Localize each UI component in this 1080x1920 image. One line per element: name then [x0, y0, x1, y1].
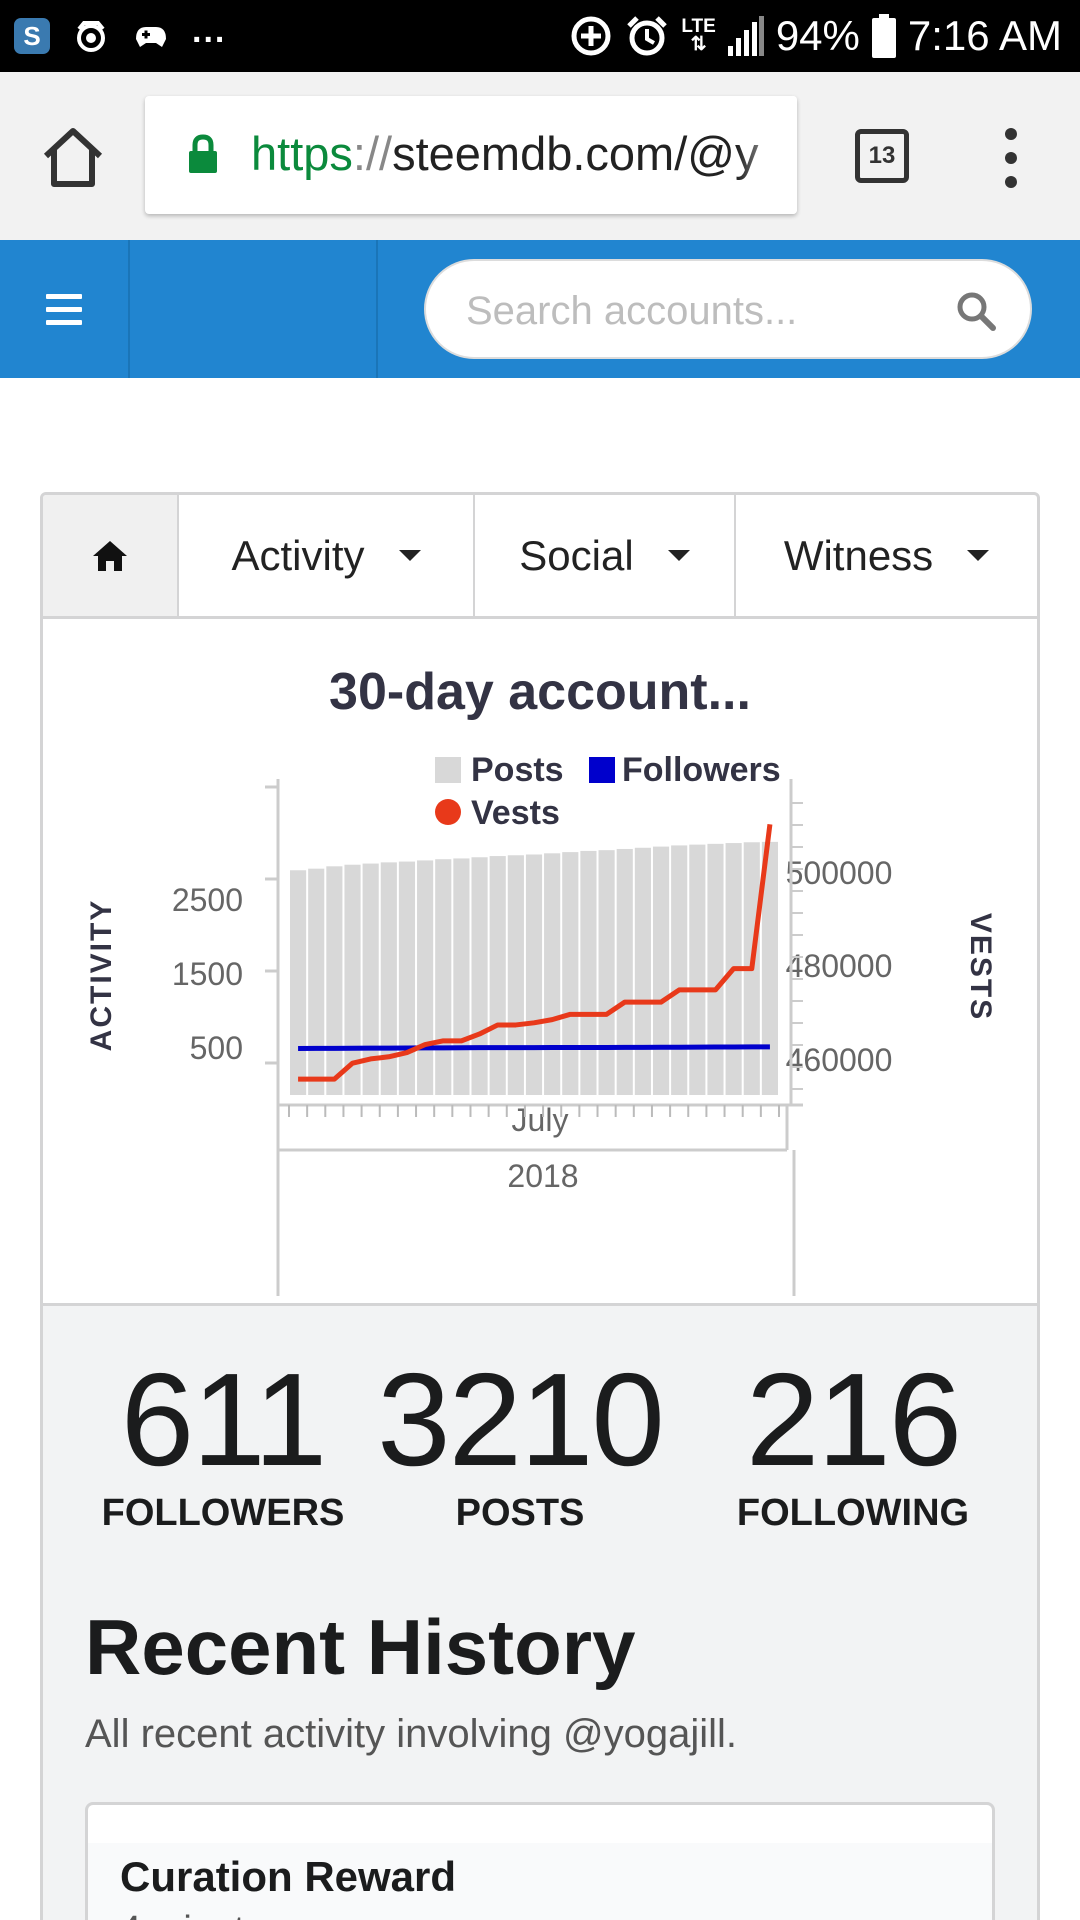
- battery-icon: [871, 14, 896, 58]
- search-box: [424, 259, 1032, 359]
- chart-svg: 30-day account... Posts Followers Vests …: [85, 663, 997, 1296]
- posts-bar: [344, 864, 361, 1095]
- posts-label: POSTS: [455, 1492, 585, 1534]
- y-right-tick: 460000: [786, 1042, 893, 1078]
- steem-app-icon: S: [14, 18, 50, 54]
- home-icon: [93, 540, 127, 571]
- posts-bar: [308, 868, 325, 1095]
- alarm-icon: [627, 16, 668, 56]
- posts-bar: [544, 853, 561, 1095]
- data-saver-icon: [571, 16, 611, 56]
- posts-bar: [362, 863, 379, 1095]
- following-label: FOLLOWING: [736, 1492, 970, 1534]
- network-type: LTE ⇅: [681, 16, 716, 55]
- posts-bar: [290, 870, 307, 1095]
- posts-bar: [398, 861, 416, 1095]
- caret-down-icon: [398, 550, 421, 561]
- y-left-tick: 2500: [172, 882, 243, 918]
- legend-vests-swatch: [435, 799, 461, 825]
- y-left-axis-title: ACTIVITY: [85, 899, 118, 1052]
- legend-vests-label: Vests: [471, 794, 560, 832]
- chart-title: 30-day account...: [329, 663, 751, 721]
- gamepad-icon: [136, 27, 166, 47]
- vests-line: [298, 823, 773, 1082]
- recent-history-subtitle: All recent activity involving @yogajill.: [85, 1712, 737, 1756]
- x-axis-year-label: 2018: [507, 1158, 578, 1194]
- lock-icon: [189, 134, 217, 173]
- signal-icon: [727, 16, 764, 56]
- legend-posts-label: Posts: [471, 751, 564, 789]
- y-left-tick: 1500: [172, 956, 243, 992]
- posts-bar: [471, 857, 488, 1095]
- posts-bar: [417, 860, 434, 1095]
- posts-bar: [507, 855, 524, 1095]
- account-tab-menu: Activity Social Witness: [43, 495, 1037, 619]
- tab-switcher-button[interactable]: 13: [855, 129, 909, 183]
- y-right-tick: 480000: [786, 948, 893, 984]
- posts-bar: [562, 852, 579, 1095]
- followers-label: FOLLOWERS: [101, 1492, 345, 1534]
- status-bar: S ... LTE ⇅: [0, 0, 1080, 72]
- hamburger-menu-icon[interactable]: [0, 240, 130, 378]
- legend-posts-swatch: [435, 757, 461, 783]
- home-icon[interactable]: [40, 124, 106, 190]
- posts-bar: [489, 856, 506, 1095]
- battery-percent: 94%: [775, 12, 860, 59]
- notification-overflow: ...: [192, 11, 227, 50]
- posts-count: 3210: [377, 1346, 665, 1493]
- account-card: Activity Social Witness 30-day account..…: [40, 492, 1040, 1920]
- posts-bar: [435, 859, 452, 1095]
- followers-line: [298, 1044, 770, 1051]
- clock: 7:16 AM: [907, 12, 1062, 59]
- y-right-axis-title: VESTS: [964, 913, 997, 1021]
- recent-history-title: Recent History: [85, 1603, 636, 1691]
- followers-count: 611: [120, 1346, 327, 1493]
- url-text: https://steemdb.com/@y: [251, 127, 759, 180]
- account-stats-section: 611 FOLLOWERS 3210 POSTS 216 FOLLOWING R…: [43, 1303, 1037, 1920]
- posts-bar: [761, 841, 778, 1095]
- following-count: 216: [745, 1346, 962, 1493]
- x-axis-month-label: July: [512, 1102, 569, 1138]
- tab-activity[interactable]: Activity: [179, 495, 475, 616]
- posts-bar: [525, 854, 543, 1095]
- site-header: [0, 240, 1080, 378]
- caret-down-icon: [967, 550, 990, 561]
- stat-followers[interactable]: 611 FOLLOWERS: [83, 1354, 363, 1535]
- history-item-time: 4 minutes ago: [120, 1909, 359, 1920]
- tab-witness[interactable]: Witness: [736, 495, 1037, 616]
- posts-bar: [580, 850, 597, 1095]
- posts-bar: [616, 848, 633, 1095]
- address-bar[interactable]: https://steemdb.com/@y: [145, 96, 797, 214]
- search-input[interactable]: [466, 283, 936, 339]
- posts-bar: [380, 862, 397, 1095]
- history-item[interactable]: Curation Reward 4 minutes ago: [85, 1802, 995, 1920]
- posts-bar: [453, 858, 470, 1095]
- search-icon[interactable]: [954, 289, 998, 333]
- browser-toolbar: https://steemdb.com/@y 13: [0, 72, 1080, 240]
- y-right-tick: 500000: [786, 855, 893, 891]
- posts-bar: [689, 844, 706, 1095]
- tab-social[interactable]: Social: [475, 495, 736, 616]
- y-left-tick: 500: [190, 1030, 243, 1066]
- posts-bar: [707, 843, 724, 1095]
- posts-bar: [652, 846, 670, 1095]
- posts-bar: [671, 845, 688, 1095]
- posts-bar: [326, 866, 343, 1095]
- posts-bar: [634, 847, 651, 1095]
- caret-down-icon: [667, 550, 690, 561]
- stat-posts[interactable]: 3210 POSTS: [365, 1354, 675, 1535]
- legend-followers-label: Followers: [622, 751, 781, 789]
- stat-following[interactable]: 216 FOLLOWING: [703, 1354, 1003, 1535]
- posts-bar: [598, 850, 615, 1095]
- activity-chart: 30-day account... Posts Followers Vests …: [43, 619, 1037, 1303]
- legend-followers-swatch: [589, 757, 615, 783]
- overflow-menu-icon[interactable]: [996, 128, 1026, 188]
- tab-home[interactable]: [43, 495, 179, 616]
- history-item-title: Curation Reward: [120, 1853, 457, 1900]
- camera-icon: [77, 21, 105, 52]
